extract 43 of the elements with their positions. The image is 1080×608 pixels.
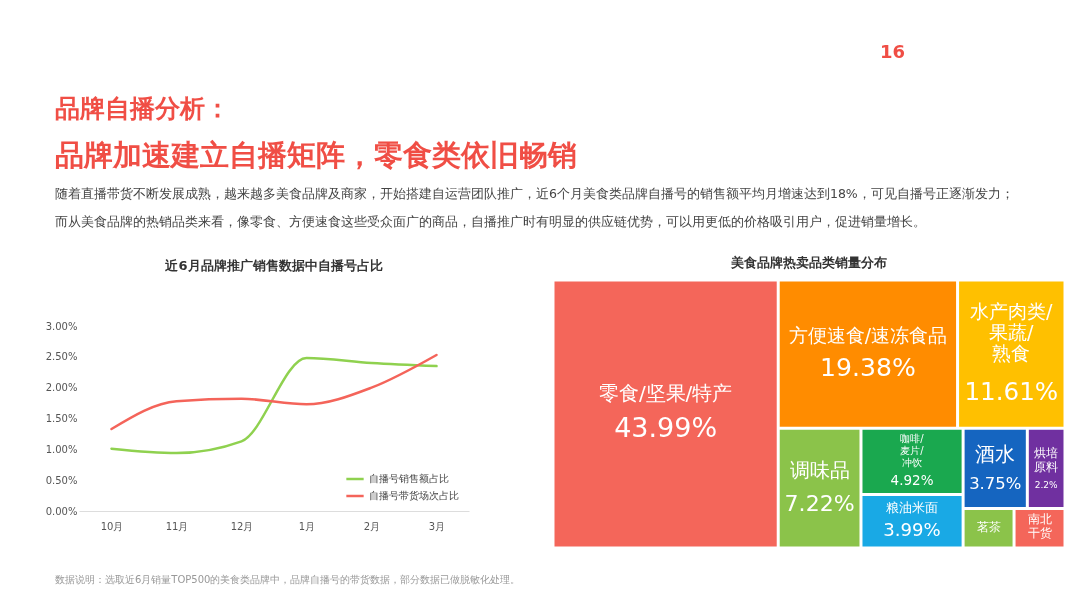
y-tick-label: 2.00% (45, 382, 78, 394)
x-tick-label: 1月 (298, 520, 316, 532)
category-label: 水产肉类/果蔬/熟食 (970, 299, 1054, 365)
y-tick-label: 1.00% (45, 443, 78, 455)
category-label: 粮油米面 (886, 499, 939, 515)
category-label: 咖啡/麦片/冲饮 (900, 432, 925, 468)
y-tick-label: 0.50% (45, 474, 78, 486)
x-tick-label: 2月 (363, 520, 381, 532)
chart-title: 近6月品牌推广销售数据中自播号占比 (164, 258, 383, 273)
category-label: 调味品 (789, 458, 850, 483)
y-tick-label: 3.00% (45, 320, 78, 332)
y-tick-label: 1.50% (45, 413, 78, 424)
data-label: 3.99% (883, 519, 941, 541)
line-series (110, 356, 438, 455)
text: 而从美食品牌的热销品类来看，像零食、方便速食这些受众面广的商品，自播推广时有明显的供应链优势，可以用更低的价格吸引用户，促进销量增长。 (55, 213, 926, 231)
text: 品牌自播分析： (55, 93, 230, 125)
line-series (110, 353, 438, 431)
legend-label: 自播号带货场次占比 (369, 490, 459, 501)
category-label: 茗茶 (976, 519, 1001, 534)
text: 数据说明：选取近6月销量TOP500的美食类品牌中，品牌自播号的带货数据，部分数据已做脱敏化处理。 (55, 573, 521, 587)
category-label: 零食/坚果/特产 (598, 380, 733, 405)
text: 品牌加速建立自播矩阵，零食类依旧畅销 (55, 137, 577, 174)
legend-label: 自播号销售额占比 (369, 473, 449, 484)
data-label: 3.75% (969, 474, 1022, 494)
category-label: 烘培原料 (1034, 446, 1059, 475)
data-label: 19.38% (820, 353, 916, 383)
text: 16 (879, 40, 905, 64)
data-label: 2.2% (1034, 480, 1059, 491)
x-tick-label: 3月 (428, 520, 446, 532)
category-label: 酒水 (975, 442, 1016, 467)
data-label: 11.61% (964, 376, 1059, 406)
y-tick-label: 2.50% (45, 351, 78, 363)
y-tick-label: 0.00% (45, 505, 78, 517)
category-label: 方便速食/速冻食品 (788, 324, 948, 346)
x-tick-label: 10月 (100, 520, 124, 532)
data-label: 4.92% (890, 472, 934, 489)
data-label: 7.22% (784, 490, 855, 516)
category-label: 南北干货 (1027, 512, 1052, 541)
x-tick-label: 11月 (165, 520, 189, 532)
text: 随着直播带货不断发展成熟，越来越多美食品牌及商家，开始搭建自运营团队推广，近6个月美食类品牌自播号的销售额平均月增速达到18%，可见自播号正逐渐发力； (55, 185, 1014, 203)
x-tick-label: 12月 (230, 520, 254, 532)
data-label: 43.99% (614, 412, 718, 444)
text: 美食品牌热卖品类销量分布 (730, 255, 887, 270)
